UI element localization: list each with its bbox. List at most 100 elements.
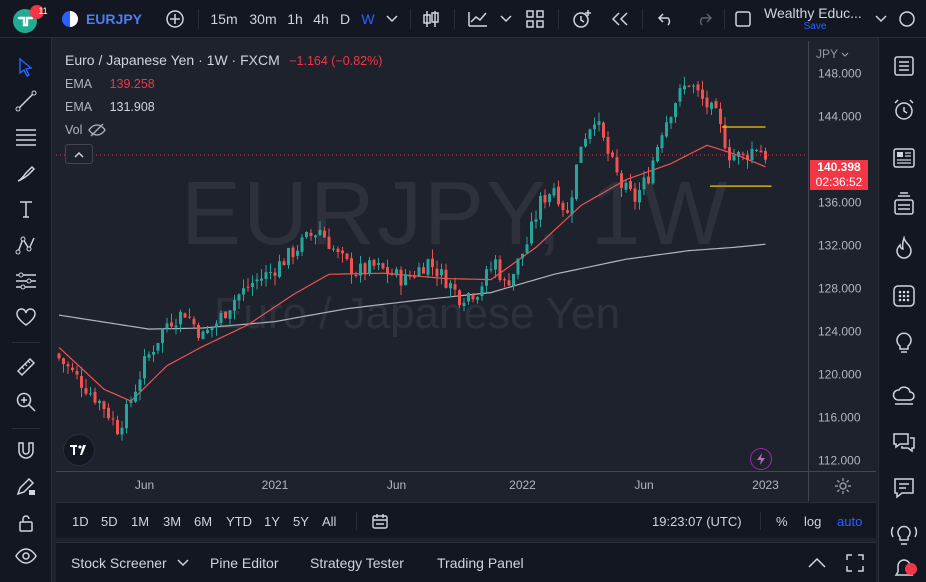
tradingview-menu-button[interactable]: 11 <box>8 0 48 38</box>
cursor-tool[interactable] <box>9 52 43 82</box>
price-chart[interactable]: 112.000 116.000 120.000 124.000 128.000 132.0… <box>56 41 876 501</box>
percent-scale-toggle[interactable]: % <box>776 513 788 529</box>
legend-ema-fast[interactable]: EMA 139.258 <box>65 77 161 91</box>
notifications-button[interactable] <box>887 552 921 582</box>
ideas-button[interactable] <box>887 326 921 358</box>
candle-body <box>197 324 200 338</box>
chart-settings-button[interactable] <box>832 475 854 497</box>
candle-body <box>62 358 65 364</box>
chart-type-button[interactable] <box>418 0 444 38</box>
interval-15m[interactable]: 15m <box>210 11 238 27</box>
candle-body <box>323 230 326 238</box>
prediction-tool[interactable] <box>9 266 43 296</box>
candle-body <box>530 221 533 244</box>
chevron-down-icon <box>177 559 189 567</box>
chats-button[interactable] <box>887 426 921 458</box>
magnet-tool[interactable] <box>9 436 43 466</box>
y-tick-label: 124.000 <box>818 324 862 338</box>
lightbulb-icon <box>896 332 912 353</box>
go-to-date-button[interactable] <box>371 503 389 539</box>
range-1m[interactable]: 1M <box>131 513 150 529</box>
hide-drawings[interactable] <box>9 541 43 571</box>
maximize-panel-button[interactable] <box>846 543 864 582</box>
legend-title[interactable]: Euro / Japanese Yen · 1W · FXCM <box>65 52 280 68</box>
range-5y[interactable]: 5Y <box>293 513 309 529</box>
compare-button[interactable] <box>162 0 188 38</box>
layout-name-button[interactable]: Wealthy Educ... Save <box>764 0 866 38</box>
trend-line-tool[interactable] <box>9 86 43 116</box>
y-tick-label: 116.000 <box>818 410 861 424</box>
interval-1h[interactable]: 1h <box>287 11 303 27</box>
legend-ema-slow[interactable]: EMA 131.908 <box>65 100 161 114</box>
redo-button[interactable] <box>690 0 718 38</box>
help-button[interactable] <box>887 518 921 550</box>
lightning-button[interactable] <box>750 448 772 470</box>
range-5d[interactable]: 5D <box>101 513 118 529</box>
streams-button[interactable] <box>887 380 921 412</box>
brush-tool[interactable] <box>9 158 43 188</box>
interval-30m[interactable]: 30m <box>249 11 277 27</box>
fib-tool[interactable] <box>9 122 43 152</box>
interval-dropdown[interactable] <box>382 0 402 38</box>
tab-pine-editor[interactable]: Pine Editor <box>210 555 279 571</box>
news-button[interactable] <box>887 142 921 174</box>
interval-d[interactable]: D <box>339 11 351 27</box>
range-1y[interactable]: 1Y <box>264 513 280 529</box>
fib-lines-icon <box>16 129 36 146</box>
ruler-tool[interactable] <box>9 352 43 382</box>
pattern-tool[interactable] <box>9 230 43 260</box>
replay-button[interactable] <box>606 0 634 38</box>
layout-save-status: Save <box>803 21 827 32</box>
indicators-button[interactable] <box>464 0 492 38</box>
layout-select-button[interactable] <box>730 0 756 38</box>
auto-scale-toggle[interactable]: auto <box>837 513 863 529</box>
collapse-legend-button[interactable] <box>65 144 93 164</box>
stay-in-drawing-mode[interactable] <box>9 471 43 501</box>
tab-stock-screener[interactable]: Stock Screener <box>71 543 189 582</box>
alarm-plus-icon <box>573 10 591 28</box>
hotlists-button[interactable] <box>887 232 921 264</box>
candle-body <box>71 367 74 370</box>
range-all[interactable]: All <box>322 513 337 529</box>
eye-icon <box>15 548 37 564</box>
log-scale-toggle[interactable]: log <box>804 513 822 529</box>
candle-body <box>620 173 623 189</box>
search-button[interactable] <box>894 0 920 38</box>
interval-4h[interactable]: 4h <box>313 11 329 27</box>
icons-tool[interactable] <box>9 302 43 332</box>
collapse-panel-button[interactable] <box>808 543 826 582</box>
range-ytd[interactable]: YTD <box>226 513 252 529</box>
range-6m[interactable]: 6M <box>194 513 213 529</box>
calendar-button[interactable] <box>887 280 921 312</box>
undo-button[interactable] <box>652 0 680 38</box>
legend-volume[interactable]: Vol <box>65 123 107 137</box>
tab-strategy-tester[interactable]: Strategy Tester <box>310 555 404 571</box>
candle-body <box>233 300 236 311</box>
text-tool[interactable] <box>9 194 43 224</box>
alerts-button[interactable] <box>887 94 921 126</box>
zoom-tool[interactable] <box>9 387 43 417</box>
messages-button[interactable] <box>887 472 921 504</box>
layout-dropdown[interactable] <box>872 0 890 38</box>
x-tick-label: Jun <box>634 478 653 492</box>
candle-body <box>692 85 695 87</box>
candle-body <box>84 388 88 394</box>
tab-trading-panel[interactable]: Trading Panel <box>437 555 524 571</box>
chart-pane[interactable]: 112.000 116.000 120.000 124.000 128.000 132.0… <box>56 41 876 501</box>
symbol-search-button[interactable]: EURJPY <box>62 0 142 38</box>
range-3m[interactable]: 3M <box>163 513 182 529</box>
currency-button[interactable]: JPY <box>816 47 849 61</box>
candle-body <box>422 267 425 274</box>
watchlist-button[interactable] <box>887 50 921 82</box>
tradingview-logo[interactable] <box>63 434 95 466</box>
utc-clock[interactable]: 19:23:07 (UTC) <box>652 513 742 529</box>
object-tree-button[interactable] <box>887 188 921 220</box>
candle-body <box>206 329 209 333</box>
interval-w[interactable]: W <box>361 11 375 27</box>
candle-body <box>224 311 227 319</box>
alert-button[interactable] <box>568 0 596 38</box>
indicators-dropdown[interactable] <box>498 0 514 38</box>
range-1d[interactable]: 1D <box>72 513 89 529</box>
lock-drawings[interactable] <box>9 508 43 538</box>
templates-button[interactable] <box>522 0 548 38</box>
